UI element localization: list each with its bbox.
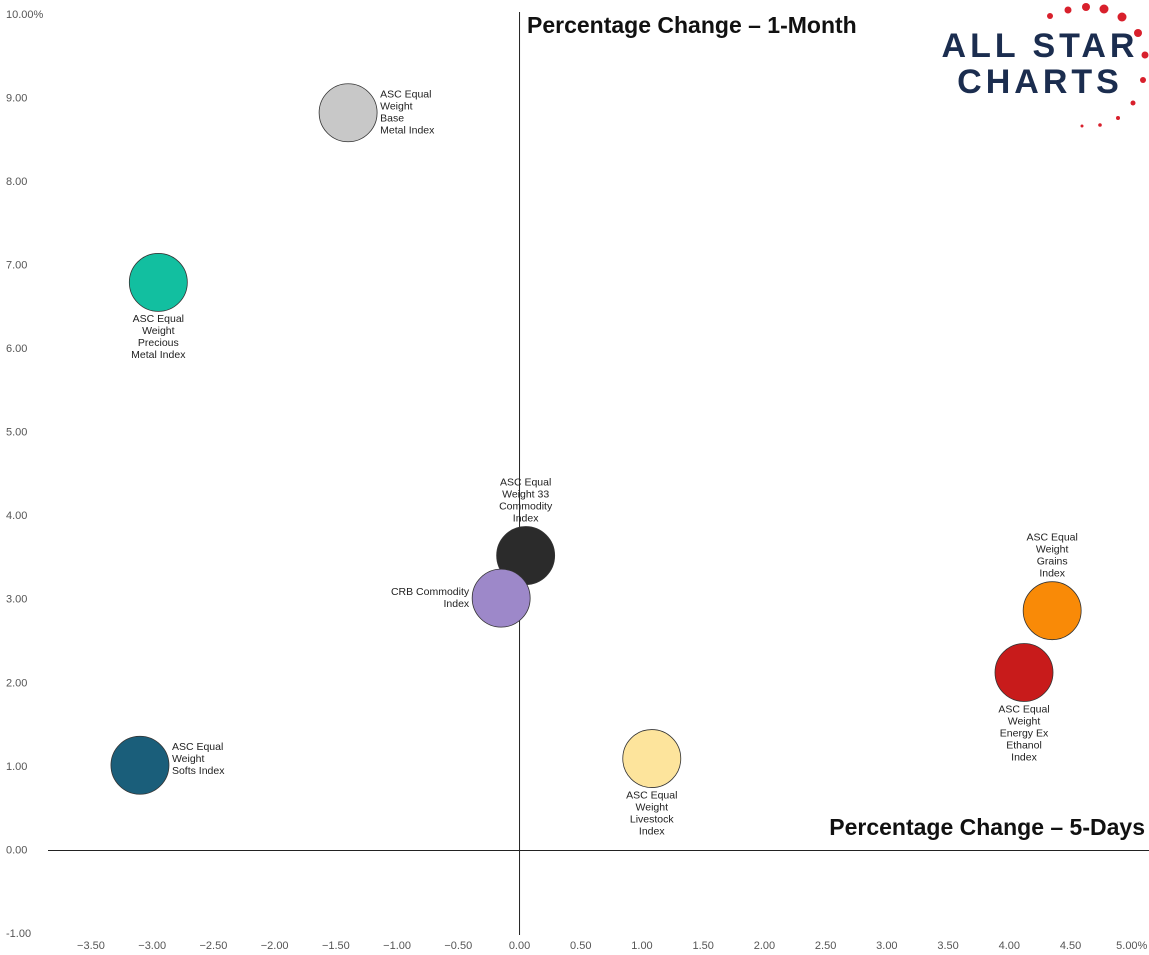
annotation: Percentage Change – 5-Days [829, 814, 1145, 840]
point-label: ASC Equal [172, 741, 223, 753]
logo: ALL STAR [942, 27, 1139, 65]
point-label: ASC Equal [500, 476, 551, 488]
bubble [471, 568, 531, 628]
logo-stars [1047, 3, 1149, 128]
x-tick-label: −2.50 [200, 940, 228, 952]
bubble [1022, 581, 1082, 641]
point-label: Softs Index [172, 765, 225, 777]
x-tick-label: −2.00 [261, 940, 289, 952]
bubble [318, 83, 378, 143]
annotation: Percentage Change – 1-Month [527, 12, 857, 38]
point-label: Weight [1008, 715, 1041, 727]
point-label: ASC Equal [133, 313, 184, 325]
x-tick-label: 0.00 [509, 940, 530, 952]
point-label: Weight [142, 325, 175, 337]
y-tick-label: 10.00% [6, 9, 44, 21]
x-tick-label: 1.50 [692, 940, 713, 952]
point-label: Base [380, 113, 404, 125]
x-tick-label: −3.00 [138, 940, 166, 952]
point-label: Precious [138, 337, 179, 349]
x-tick-label: 1.00 [631, 940, 652, 952]
x-tick-label: 2.00 [754, 940, 775, 952]
y-tick-label: 5.00 [6, 427, 27, 439]
x-tick-label: 3.50 [937, 940, 958, 952]
x-tick-label: −1.00 [383, 940, 411, 952]
x-tick-label: −1.50 [322, 940, 350, 952]
point-label: Weight [172, 753, 205, 765]
point-label: ASC Equal [1026, 531, 1077, 543]
x-tick-label: 0.50 [570, 940, 591, 952]
y-tick-label: 9.00 [6, 92, 27, 104]
x-tick-label: −3.50 [77, 940, 105, 952]
y-tick-label: 3.00 [6, 594, 27, 606]
point-label: Index [1039, 567, 1065, 579]
x-tick-label: −0.50 [444, 940, 472, 952]
point-label: Metal Index [131, 349, 186, 361]
point-label: Weight [1036, 543, 1069, 555]
bubble [622, 729, 682, 788]
point-label: Energy Ex [1000, 727, 1049, 739]
x-tick-label: 3.00 [876, 940, 897, 952]
point-label: ASC Equal [998, 703, 1049, 715]
point-label: Ethanol [1006, 739, 1042, 751]
point-label: ASC Equal [380, 89, 431, 101]
point-label: Weight [636, 801, 669, 813]
y-tick-label: -1.00 [6, 928, 31, 940]
point-label: Index [1011, 751, 1037, 763]
point-label: Grains [1037, 555, 1068, 567]
bubble [994, 643, 1054, 702]
y-tick-label: 4.00 [6, 510, 27, 522]
point-label: Livestock [630, 813, 675, 825]
point-label: Commodity [499, 500, 553, 512]
y-tick-label: 8.00 [6, 176, 27, 188]
point-label: ASC Equal [626, 789, 677, 801]
y-tick-label: 6.00 [6, 343, 27, 355]
point-label: Index [639, 825, 665, 837]
x-tick-label: 4.00 [999, 940, 1020, 952]
point-label: Weight [380, 101, 413, 113]
bubble [128, 252, 188, 312]
point-label: Index [513, 512, 539, 524]
point-label: Index [443, 598, 469, 610]
y-tick-label: 1.00 [6, 761, 27, 773]
logo: CHARTS [957, 63, 1123, 101]
y-tick-label: 2.00 [6, 677, 27, 689]
y-tick-label: 0.00 [6, 844, 27, 856]
y-tick-label: 7.00 [6, 260, 27, 272]
x-tick-label: 2.50 [815, 940, 836, 952]
point-label: Weight 33 [502, 488, 549, 500]
x-tick-label: 5.00% [1116, 940, 1147, 952]
bubble [110, 735, 170, 795]
point-label: Metal Index [380, 125, 435, 137]
x-tick-label: 4.50 [1060, 940, 1081, 952]
point-label: CRB Commodity [391, 586, 470, 598]
